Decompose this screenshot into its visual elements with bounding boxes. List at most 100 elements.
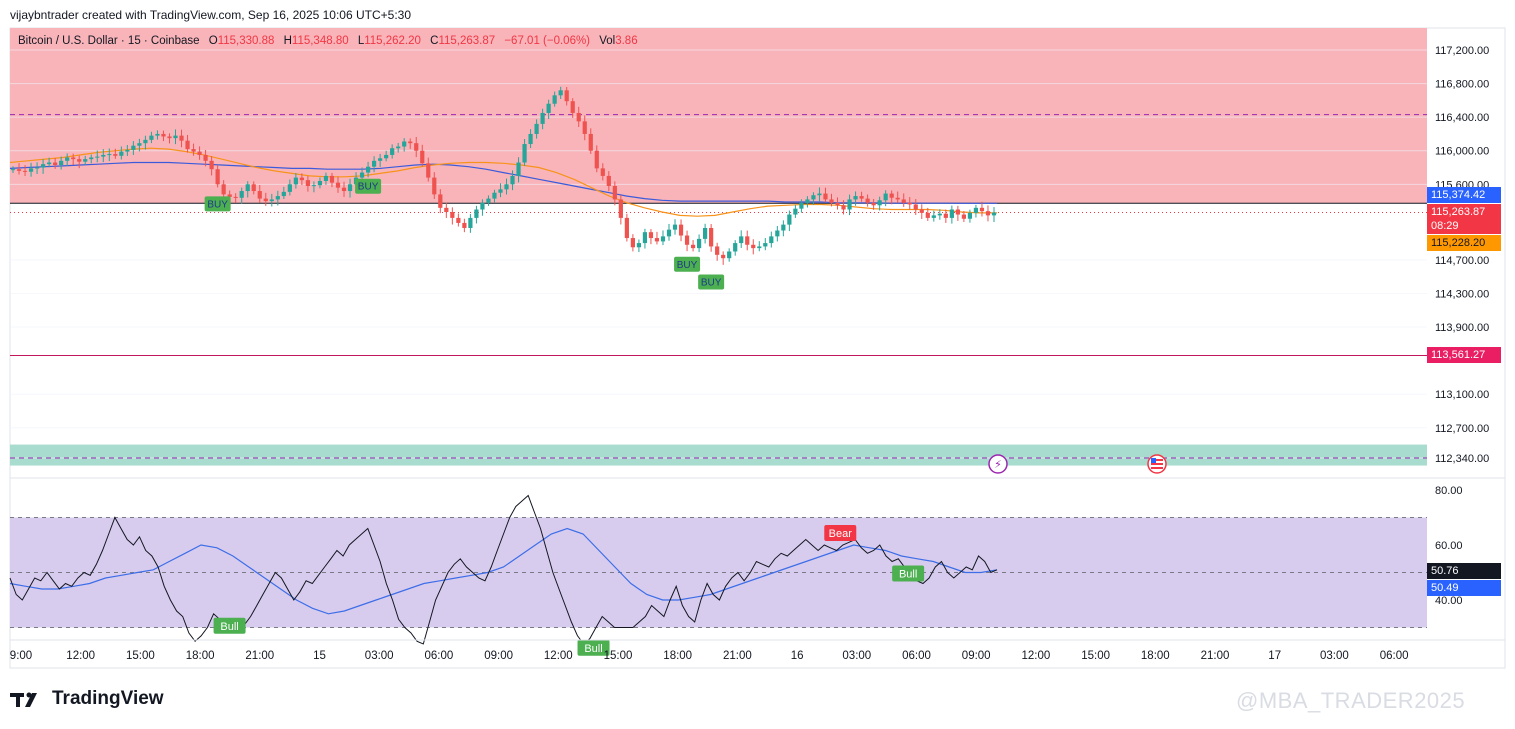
candle-body	[949, 209, 954, 218]
candle-body	[179, 135, 184, 141]
candle-body	[540, 112, 545, 124]
candle-body	[552, 95, 557, 104]
candle-body	[564, 90, 569, 102]
open-value: 115,330.88	[217, 35, 275, 47]
candle-body	[943, 213, 948, 218]
candle-body	[131, 145, 136, 150]
rsi-band	[10, 517, 1427, 628]
time-axis-label: 17	[1268, 650, 1281, 662]
price-label-level: 115,374.42	[1427, 187, 1501, 203]
candle-body	[871, 202, 876, 206]
rsi-axis-label: 40.00	[1435, 595, 1463, 607]
candle-body	[769, 236, 774, 244]
time-axis-label: 06:00	[1380, 650, 1409, 662]
candle-body	[805, 199, 810, 203]
candle-body	[793, 208, 798, 215]
candle-body	[979, 207, 985, 212]
candle-body	[787, 214, 792, 225]
candle-body	[143, 139, 148, 144]
candle-body	[612, 186, 617, 200]
candle-body	[913, 204, 918, 210]
watermark: @MBA_TRADER2025	[1236, 688, 1466, 713]
us-flag-icon[interactable]	[1147, 454, 1167, 474]
candle-body	[985, 211, 991, 216]
buy-signal-label: BUY	[358, 182, 379, 193]
candle-body	[889, 193, 894, 198]
candle-body	[245, 184, 250, 192]
candle-body	[678, 224, 684, 236]
candle-body	[865, 198, 870, 203]
symbol-name[interactable]: Bitcoin / U.S. Dollar · 15 · Coinbase	[18, 35, 200, 47]
candle-body	[305, 180, 311, 186]
candle-body	[973, 207, 979, 213]
candle-body	[727, 251, 732, 259]
buy-signal-badge	[674, 256, 701, 272]
bull-divergence-badge	[577, 639, 610, 656]
price-axis-label: 114,700.00	[1435, 255, 1489, 267]
candle-body	[558, 90, 563, 96]
high-value: 115,348.80	[291, 35, 349, 47]
tradingview-logo[interactable]: TradingView	[10, 688, 164, 710]
candle-body	[323, 175, 329, 181]
time-axis-label: 03:00	[842, 650, 871, 662]
candle-body	[390, 148, 395, 155]
candle-body	[504, 184, 509, 190]
candle-body	[215, 169, 220, 185]
time-axis-label: 15:00	[1081, 650, 1110, 662]
price-axis-label: 112,340.00	[1435, 453, 1489, 465]
candle-body	[853, 196, 858, 200]
candle-body	[991, 212, 997, 216]
candle-body	[462, 222, 467, 228]
candle-body	[961, 214, 967, 219]
candle-body	[660, 236, 666, 242]
time-axis-label: 03:00	[1320, 650, 1349, 662]
candle-body	[221, 184, 226, 195]
buy-signal-badge	[355, 178, 382, 194]
price-axis-label: 113,100.00	[1435, 389, 1489, 401]
candle-body	[654, 238, 660, 242]
candle-body	[474, 209, 479, 218]
high-label: H	[283, 35, 292, 47]
time-axis-label: 15:00	[604, 650, 633, 662]
candle-body	[125, 149, 130, 152]
candle-body	[287, 184, 292, 192]
rsi-line	[9, 494, 998, 645]
candle-body	[275, 196, 280, 200]
time-axis-label: 09:00	[484, 650, 513, 662]
lightning-icon[interactable]: ⚡	[988, 454, 1008, 474]
candle-body	[173, 135, 178, 139]
candle-body	[823, 193, 828, 200]
candle-body	[901, 199, 906, 203]
candle-body	[155, 133, 160, 136]
candle-body	[77, 159, 82, 162]
candle-body	[257, 191, 262, 199]
candle-body	[630, 238, 635, 248]
current-price: 115,263.87	[1431, 206, 1486, 218]
candle-body	[209, 160, 214, 170]
candle-body	[546, 103, 551, 113]
candle-body	[739, 236, 744, 244]
candle-body	[672, 224, 678, 230]
divergence-label: Bull	[584, 643, 602, 655]
candle-body	[528, 133, 533, 145]
buy-signal-label: BUY	[701, 277, 722, 288]
buy-signal-label: BUY	[207, 199, 228, 210]
candle-body	[341, 187, 347, 192]
buy-signal-badge	[698, 274, 725, 290]
bull-divergence-badge	[892, 565, 925, 582]
tradingview-logo-icon	[10, 692, 37, 707]
candle-body	[931, 215, 936, 218]
candle-body	[396, 146, 401, 149]
divergence-label: Bear	[829, 528, 853, 540]
candle-body	[420, 150, 425, 164]
candle-body	[384, 154, 389, 159]
candle-body	[89, 157, 94, 160]
candle-body	[642, 232, 648, 244]
candle-body	[299, 177, 304, 181]
candle-body	[251, 184, 256, 192]
time-axis-label: 21:00	[1201, 650, 1230, 662]
candle-body	[444, 207, 449, 213]
time-axis-label: 12:00	[66, 650, 95, 662]
candle-body	[582, 121, 587, 134]
